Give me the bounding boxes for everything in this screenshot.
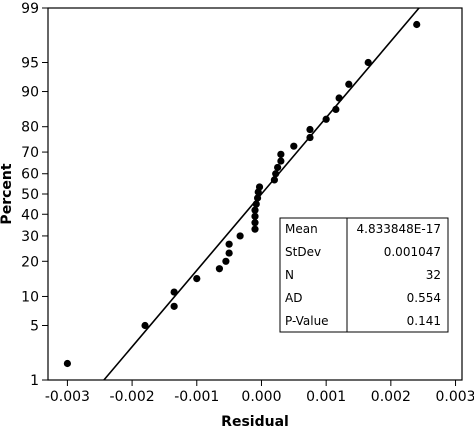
data-point-19 [272,170,280,178]
x-axis-label: Residual [221,414,289,430]
stats-value-n: 32 [426,268,441,282]
data-point-24 [306,133,314,142]
data-point-31 [413,20,421,29]
data-point-20 [274,163,282,172]
stats-box: Mean 4.833848E-17 StDev 0.001047 N 32 AD… [279,217,449,333]
y-tick-label-10: 90 [21,85,39,101]
data-point-27 [332,105,340,113]
data-point-8 [225,240,233,248]
stats-box-frame [279,217,449,333]
x-tick-label-6: 0.003 [435,389,474,405]
stats-label-ad: AD [285,291,302,305]
fit-line-layer [103,7,420,381]
data-point-1 [141,321,149,330]
data-point-17 [255,183,264,191]
y-tick-label-2: 10 [21,289,39,305]
data-point-12 [251,212,259,220]
data-point-5 [215,265,224,273]
data-point-18 [270,176,279,184]
data-point-2 [170,302,178,310]
data-point-15 [253,194,262,202]
y-tick-label-12: 99 [21,1,39,17]
data-point-3 [170,288,178,296]
x-tick-label-3: 0.000 [241,389,281,405]
data-point-26 [322,115,330,123]
data-point-25 [306,125,314,134]
y-tick-label-3: 20 [21,254,39,270]
data-point-23 [290,142,298,150]
y-tick-label-11: 95 [21,55,39,71]
x-tick-label-4: 0.001 [306,389,346,405]
data-point-11 [251,219,259,227]
y-ticks-layer: 1 5 10 20 30 40 50 60 70 80 90 95 99 [21,1,48,389]
x-ticks-layer: -0.003 -0.002 -0.001 0.000 0.001 0.002 0.003 [45,380,474,405]
stats-label-mean: Mean [285,222,318,236]
stats-value-stdev: 0.001047 [384,245,441,259]
y-tick-label-0: 1 [30,373,39,389]
stats-value-p-value: 0.141 [407,314,441,328]
data-point-13 [251,206,259,214]
data-point-9 [236,232,244,240]
y-tick-label-6: 50 [21,187,39,203]
x-tick-label-0: -0.003 [45,389,90,405]
x-tick-label-2: -0.001 [174,389,219,405]
data-point-21 [277,157,285,165]
data-point-6 [222,257,230,265]
data-point-29 [345,80,353,88]
data-point-22 [277,150,285,158]
points-layer [63,20,421,368]
data-point-14 [252,200,260,208]
stats-label-n: N [285,268,294,282]
stats-value-ad: 0.554 [407,291,441,305]
y-tick-label-7: 60 [21,167,39,183]
y-tick-label-8: 70 [21,145,39,161]
x-tick-label-5: 0.002 [371,389,411,405]
data-point-4 [193,275,201,283]
data-point-7 [225,249,233,257]
stats-label-p-value: P-Value [285,314,329,328]
stats-label-stdev: StDev [285,245,321,259]
y-tick-label-5: 40 [21,207,39,223]
x-tick-label-1: -0.002 [110,389,155,405]
data-point-28 [335,94,343,102]
stats-value-mean: 4.833848E-17 [357,222,441,236]
y-tick-label-1: 5 [30,319,39,335]
data-point-10 [251,225,259,233]
data-point-30 [364,58,372,67]
data-point-0 [63,359,72,368]
y-tick-label-9: 80 [21,120,39,136]
fit-line [103,7,420,381]
y-axis-label: Percent [0,163,15,224]
y-tick-label-4: 30 [21,229,39,245]
